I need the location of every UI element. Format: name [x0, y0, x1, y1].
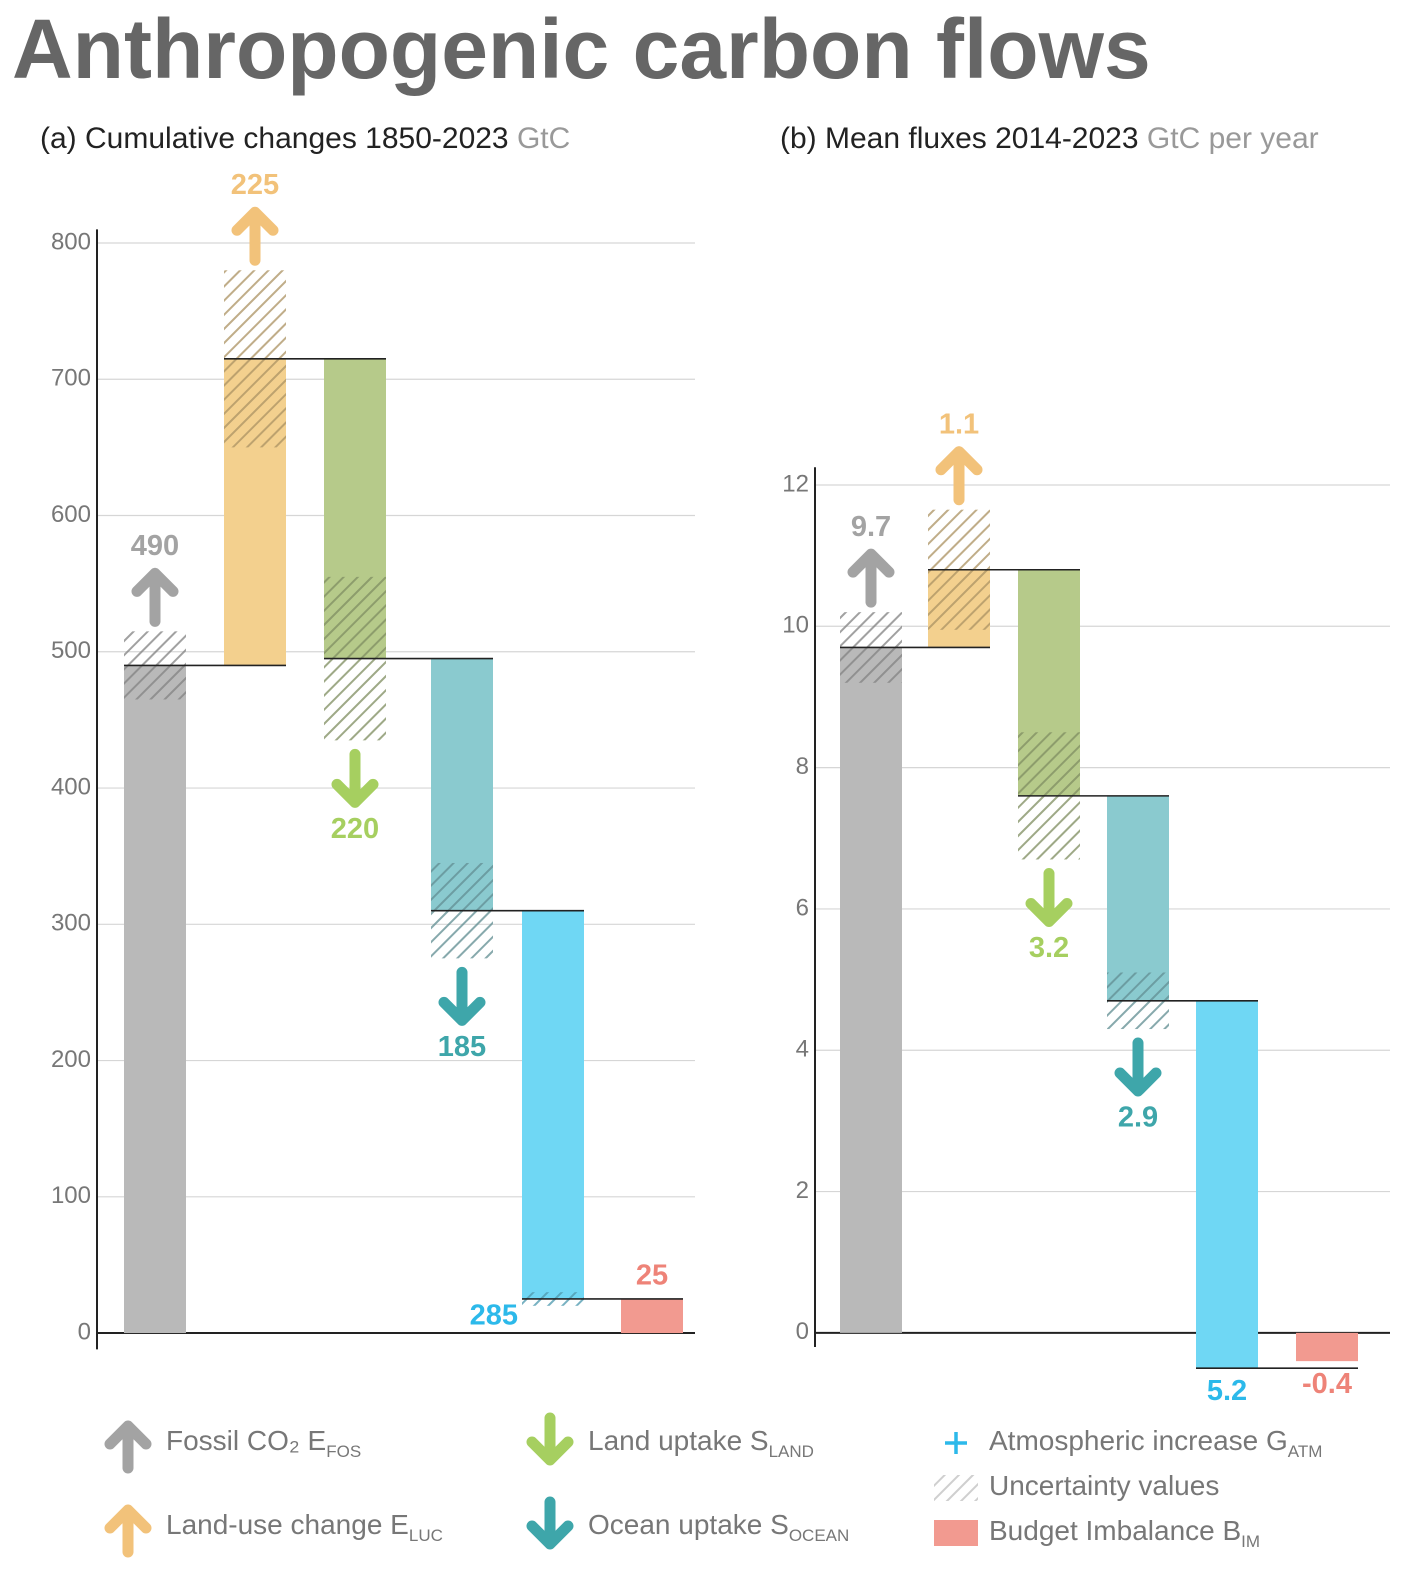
- y-tick-label: 200: [51, 1046, 91, 1073]
- legend-plus: [945, 1432, 967, 1454]
- y-tick-label: 0: [796, 1318, 809, 1345]
- value-label: 185: [438, 1031, 486, 1063]
- arrow-shape: [231, 206, 279, 266]
- bar: [840, 647, 902, 1333]
- down-arrow: [1025, 867, 1073, 927]
- legend-name: Land-use change E: [166, 1509, 409, 1540]
- y-tick-label: 4: [796, 1036, 809, 1063]
- legend-subscript: OCEAN: [789, 1526, 849, 1545]
- bar: [1296, 1332, 1358, 1362]
- legend-label: Budget Imbalance BIM: [989, 1515, 1260, 1551]
- up-arrow: [935, 446, 983, 506]
- y-tick-label: 10: [782, 612, 809, 639]
- down-arrow: [438, 966, 486, 1026]
- value-label: 3.2: [1029, 932, 1069, 964]
- value-label: 2.9: [1118, 1102, 1158, 1134]
- up-arrow: [231, 206, 279, 266]
- subtitle-unit: GtC per year: [1147, 122, 1319, 155]
- legend-subscript: LUC: [409, 1526, 443, 1545]
- legend-subscript: ATM: [1288, 1442, 1323, 1461]
- arrow-shape: [847, 548, 895, 608]
- legend-subscript: FOS: [326, 1442, 361, 1461]
- value-label: 225: [231, 169, 279, 201]
- legend-name: Land uptake S: [588, 1425, 769, 1456]
- arrow-shape: [131, 567, 179, 627]
- y-tick-label: 300: [51, 910, 91, 937]
- up-arrow: [131, 567, 179, 627]
- value-label: 5.2: [1207, 1375, 1247, 1407]
- legend-arrow: [526, 1412, 574, 1466]
- legend-arrow: [104, 1504, 152, 1558]
- legend-label: Land uptake SLAND: [588, 1425, 814, 1461]
- bar: [522, 910, 584, 1299]
- legend-label: Fossil CO₂ EFOS: [166, 1425, 361, 1461]
- y-tick-label: 800: [51, 228, 91, 255]
- legend-subscript: IM: [1241, 1532, 1260, 1551]
- arrow-shape: [438, 966, 486, 1026]
- legend-hatch: [934, 1475, 978, 1501]
- chart-subtitle: (a) Cumulative changes 1850-2023 GtC: [40, 122, 570, 155]
- arrow-shape: [1114, 1037, 1162, 1097]
- arrow-shape: [331, 748, 379, 808]
- legend-name: Atmospheric increase G: [989, 1425, 1288, 1456]
- y-tick-label: 500: [51, 637, 91, 664]
- y-tick-label: 6: [796, 894, 809, 921]
- bar: [1196, 1000, 1258, 1369]
- y-tick-label: 8: [796, 753, 809, 780]
- arrow-shape: [935, 446, 983, 506]
- bar: [1107, 795, 1169, 1001]
- legend-label: Land-use change ELUC: [166, 1509, 443, 1545]
- arrow-shape: [104, 1504, 152, 1558]
- arrow-shape: [526, 1496, 574, 1550]
- legend-subscript: LAND: [769, 1442, 814, 1461]
- value-label: 25: [636, 1260, 668, 1292]
- up-arrow: [847, 548, 895, 608]
- legend-name: Budget Imbalance B: [989, 1515, 1241, 1546]
- legend-name: Uncertainty values: [989, 1470, 1219, 1501]
- y-tick-label: 600: [51, 501, 91, 528]
- arrow-shape: [104, 1420, 152, 1474]
- legend-name: Fossil CO₂ E: [166, 1425, 326, 1456]
- value-label: 490: [131, 530, 179, 562]
- down-arrow: [331, 748, 379, 808]
- y-tick-label: 0: [78, 1318, 91, 1345]
- arrow-shape: [526, 1412, 574, 1466]
- chart-subtitle: (b) Mean fluxes 2014-2023 GtC per year: [780, 122, 1319, 155]
- value-label: 1.1: [939, 408, 979, 440]
- legend-label: Atmospheric increase GATM: [989, 1425, 1322, 1461]
- y-tick-label: 2: [796, 1177, 809, 1204]
- bar: [124, 665, 186, 1334]
- value-label: -0.4: [1302, 1368, 1352, 1400]
- legend-label: Ocean uptake SOCEAN: [588, 1509, 849, 1545]
- bar: [621, 1298, 683, 1334]
- legend-name: Ocean uptake S: [588, 1509, 789, 1540]
- legend-arrow: [526, 1496, 574, 1550]
- legend-box: [934, 1520, 978, 1546]
- arrow-shape: [1025, 867, 1073, 927]
- value-label: 220: [331, 813, 379, 845]
- value-label: 9.7: [851, 511, 891, 543]
- y-tick-label: 400: [51, 773, 91, 800]
- value-label: 285: [470, 1300, 518, 1332]
- y-tick-label: 700: [51, 365, 91, 392]
- legend-arrow: [104, 1420, 152, 1474]
- subtitle-unit: GtC: [517, 122, 570, 155]
- down-arrow: [1114, 1037, 1162, 1097]
- legend-label: Uncertainty values: [989, 1470, 1219, 1501]
- y-tick-label: 100: [51, 1182, 91, 1209]
- figure-title: Anthropogenic carbon flows: [12, 2, 1151, 96]
- y-tick-label: 12: [782, 470, 809, 497]
- subtitle-text: (a) Cumulative changes 1850-2023: [40, 122, 509, 155]
- subtitle-text: (b) Mean fluxes 2014-2023: [780, 122, 1139, 155]
